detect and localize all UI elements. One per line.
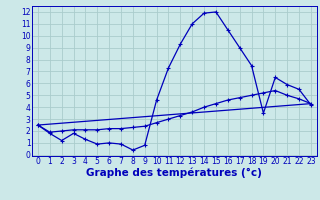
X-axis label: Graphe des températures (°c): Graphe des températures (°c) xyxy=(86,168,262,178)
